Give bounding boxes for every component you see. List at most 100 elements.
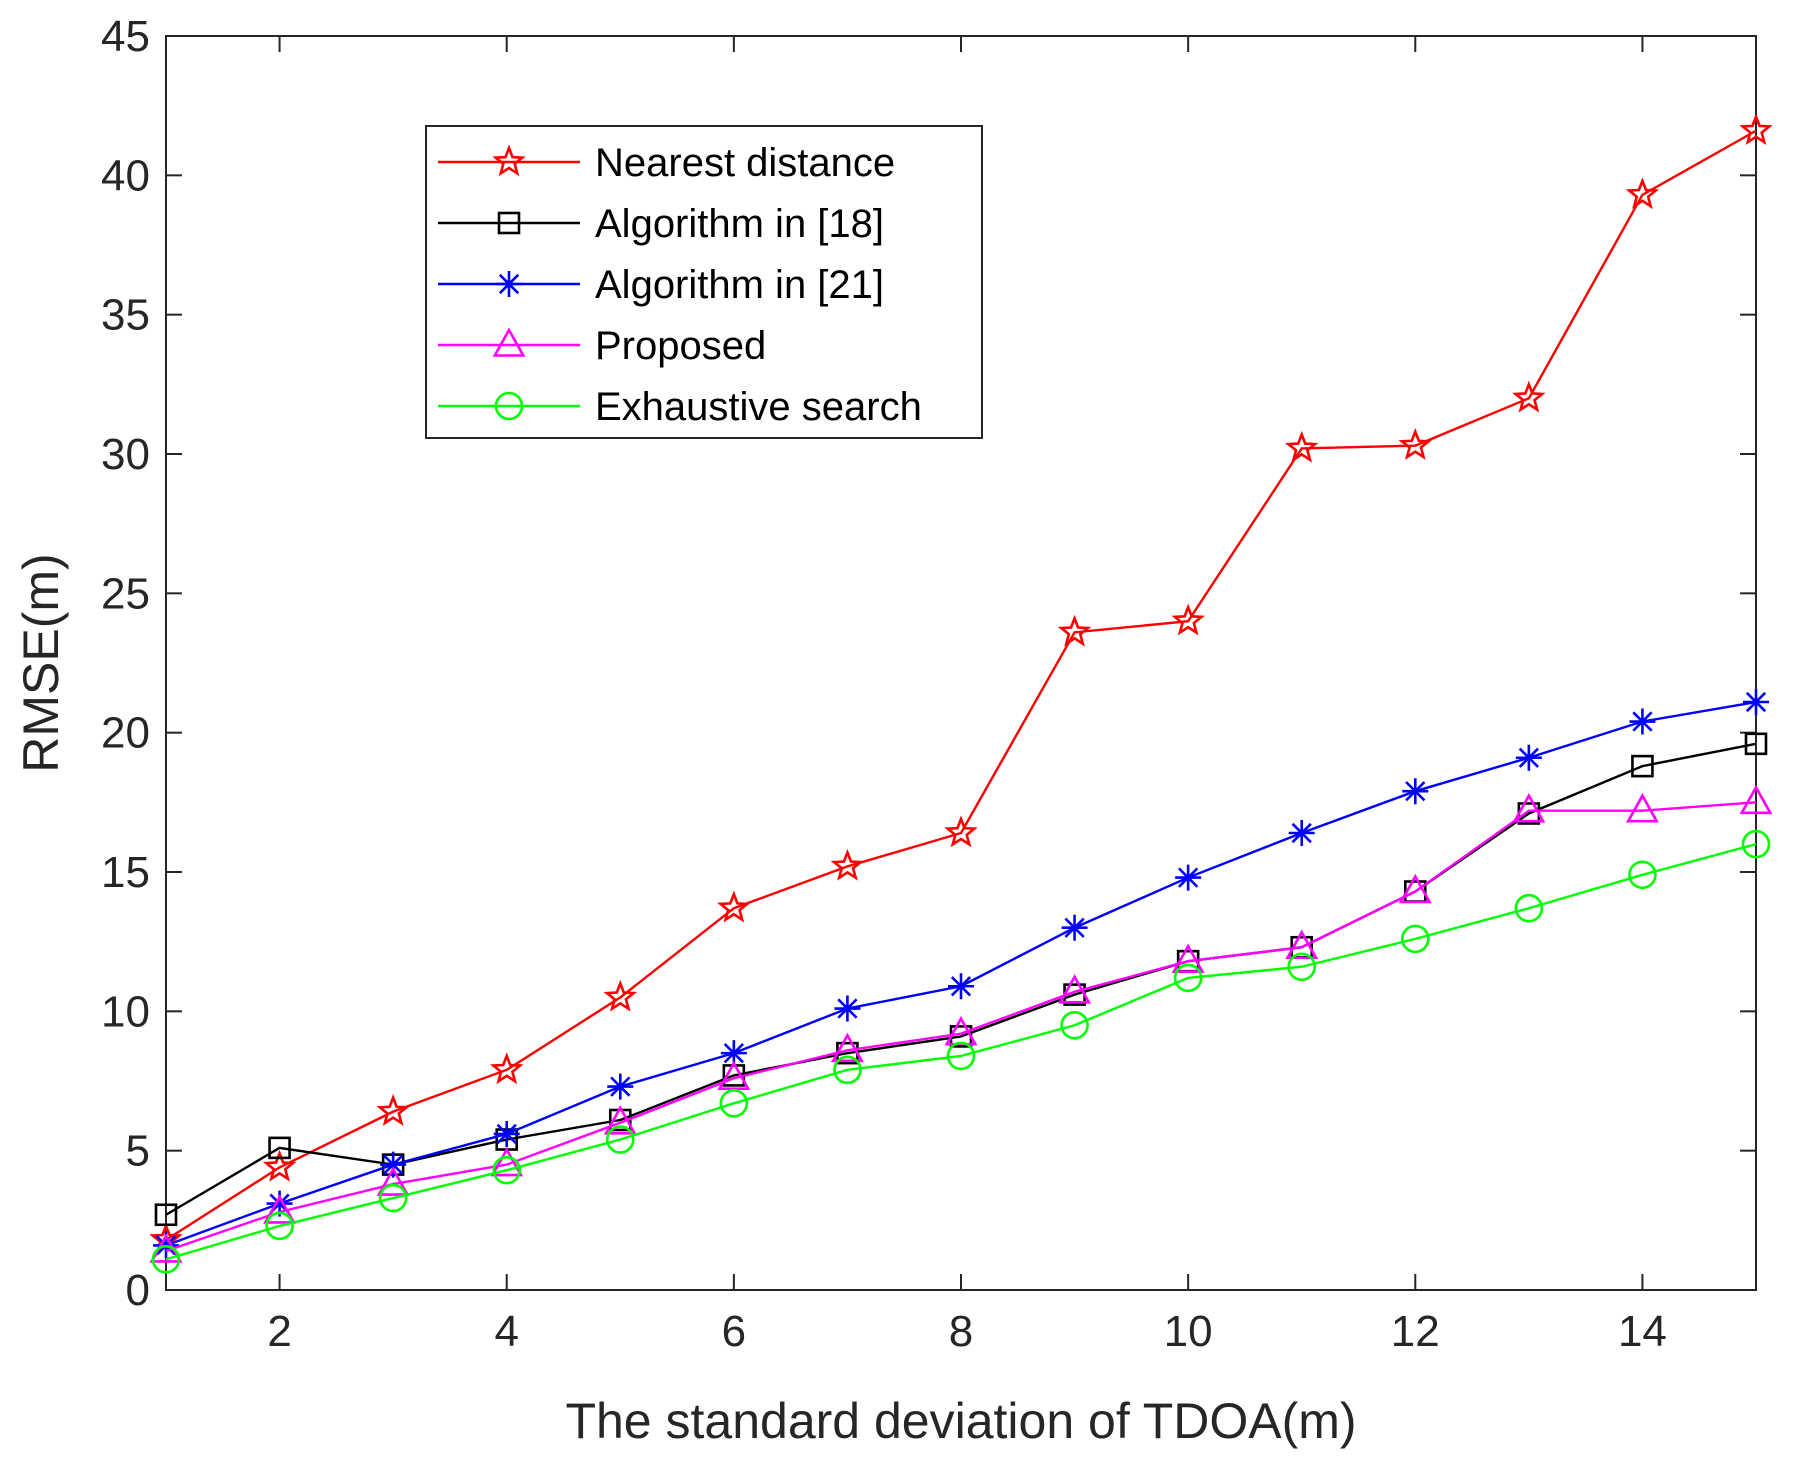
data-point (1175, 864, 1202, 891)
data-point (1058, 974, 1092, 1004)
series-line (165, 742, 1757, 1216)
data-point (376, 1166, 410, 1196)
data-point (1515, 744, 1542, 771)
data-point (266, 1190, 293, 1217)
x-tick-label: 10 (1164, 1307, 1213, 1356)
data-point (1625, 177, 1660, 210)
series-line (165, 801, 1757, 1253)
legend: Nearest distance Algorithm in [18] Algorit… (425, 125, 983, 439)
y-tick-label: 35 (101, 291, 150, 340)
data-point (717, 1060, 751, 1091)
y-tick-label: 30 (101, 430, 150, 479)
legend-marker (497, 211, 521, 235)
x-tick-label: 2 (267, 1307, 291, 1356)
axes: 2 4 6 8 10 12 14 0 5 10 15 20 25 30 35 40 45 (101, 12, 1756, 1356)
data-point (717, 890, 751, 923)
legend-marker (492, 144, 526, 177)
series-line (165, 129, 1757, 1241)
data-point (1287, 952, 1317, 982)
data-point (948, 973, 974, 1000)
legend-item: Exhaustive search (438, 385, 922, 429)
data-point (493, 1120, 520, 1147)
x-tick-label: 14 (1618, 1307, 1667, 1356)
data-point (1631, 754, 1654, 778)
data-point (1060, 1010, 1089, 1040)
data-point (262, 1149, 297, 1182)
data-point (380, 1151, 407, 1178)
data-point (605, 1125, 635, 1154)
data-point (1288, 819, 1315, 846)
data-point (492, 1155, 522, 1185)
data-point (834, 995, 861, 1022)
data-point (265, 1211, 294, 1241)
legend-box (425, 125, 983, 439)
data-point (1512, 380, 1546, 413)
y-tick-label: 20 (101, 709, 150, 758)
data-point (1284, 430, 1319, 463)
data-point (1512, 793, 1546, 823)
y-tick-label: 0 (126, 1266, 150, 1315)
data-point (1741, 829, 1771, 859)
data-point (151, 1245, 181, 1274)
data-point (268, 1136, 291, 1160)
legend-label: Algorithm in [21] (595, 263, 884, 307)
data-point (490, 1146, 524, 1177)
data-point (1173, 963, 1203, 993)
data-point (1171, 603, 1205, 636)
series-layer (149, 113, 1773, 1274)
legend-marker (494, 391, 524, 421)
data-point (1402, 778, 1429, 805)
legend-label: Proposed (595, 324, 766, 368)
series-0 (149, 113, 1773, 1255)
data-point (1171, 943, 1205, 973)
legend-item: Algorithm in [21] (438, 263, 884, 307)
data-point (607, 1073, 634, 1100)
series-line (165, 842, 1757, 1261)
y-tick-label: 40 (101, 151, 150, 200)
legend-item: Proposed (438, 324, 766, 368)
legend-item: Nearest distance (438, 141, 895, 185)
series-3 (149, 784, 1773, 1263)
legend-marker (496, 271, 522, 297)
data-point (833, 1055, 862, 1085)
data-point (489, 1052, 524, 1085)
data-point (603, 979, 638, 1012)
data-point (1628, 860, 1657, 890)
y-tick-label: 45 (101, 12, 150, 61)
x-axis-label: The standard deviation of TDOA(m) (565, 1393, 1356, 1449)
data-point (1744, 732, 1768, 756)
series-2 (153, 689, 1769, 1259)
data-point (263, 1194, 297, 1224)
data-point (1057, 614, 1092, 647)
y-tick-label: 15 (101, 848, 150, 897)
data-point (720, 1040, 747, 1067)
data-point (830, 848, 865, 881)
data-point (719, 1088, 749, 1118)
x-tick-label: 8 (949, 1307, 973, 1356)
legend-label: Algorithm in [18] (595, 202, 884, 246)
x-tick-label: 12 (1391, 1307, 1440, 1356)
data-point (154, 1203, 178, 1227)
data-point (944, 815, 978, 848)
x-tick-label: 6 (722, 1307, 746, 1356)
data-point (946, 1041, 976, 1071)
data-point (830, 1032, 864, 1063)
data-point (376, 1094, 410, 1126)
legend-label: Nearest distance (595, 141, 895, 185)
y-tick-label: 10 (101, 987, 150, 1036)
data-point (1285, 929, 1319, 960)
legend-item: Algorithm in [18] (438, 202, 884, 246)
x-tick-label: 4 (494, 1307, 518, 1356)
data-point (1625, 793, 1659, 823)
data-point (1739, 113, 1773, 145)
data-point (603, 1105, 637, 1135)
y-tick-label: 5 (126, 1127, 150, 1176)
data-point (1743, 689, 1769, 716)
data-point (1061, 914, 1088, 941)
series-4 (151, 829, 1771, 1274)
legend-label: Exhaustive search (595, 385, 922, 429)
y-tick-label: 25 (101, 569, 150, 618)
y-axis-label: RMSE(m) (13, 553, 69, 772)
data-point (1398, 428, 1433, 460)
